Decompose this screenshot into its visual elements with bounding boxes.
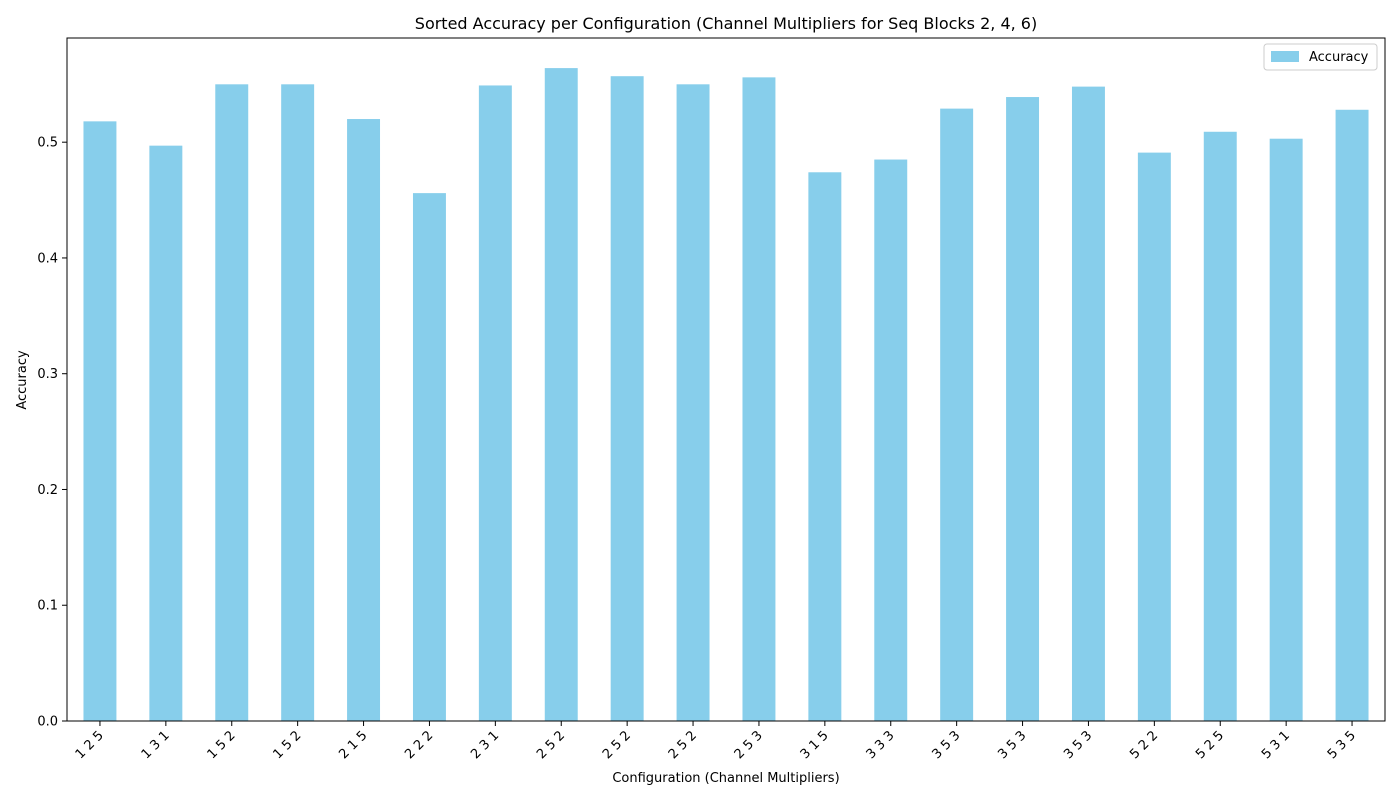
y-tick-label: 0.5 — [37, 136, 58, 151]
bar — [1137, 152, 1171, 722]
plot-frame — [66, 37, 1386, 722]
bar — [676, 84, 710, 721]
x-tick-label: 3 1 5 — [798, 728, 832, 762]
x-tick-label: 2 5 2 — [666, 728, 700, 762]
y-axis-title: Accuracy — [15, 350, 30, 410]
x-tick-label: 1 2 5 — [73, 728, 107, 762]
x-tick-label: 3 5 3 — [929, 728, 963, 762]
bar — [1006, 97, 1040, 722]
y-axis: 0.0 0.1 0.2 0.3 0.4 0.5 — [37, 136, 67, 730]
y-tick-label: 0.4 — [37, 251, 58, 266]
x-tick-label: 5 2 5 — [1193, 728, 1227, 762]
bar — [808, 172, 842, 721]
bar — [1203, 131, 1237, 721]
x-tick-label: 2 5 2 — [600, 728, 634, 762]
bar — [281, 84, 315, 721]
x-tick-label: 3 5 3 — [995, 728, 1029, 762]
x-tick-label: 2 5 3 — [732, 728, 766, 762]
x-tick-label: 2 3 1 — [468, 728, 502, 762]
bar — [347, 119, 381, 721]
x-tick-label: 2 1 5 — [336, 728, 370, 762]
y-tick-label: 0.2 — [37, 483, 58, 498]
bars-group — [83, 68, 1369, 722]
x-tick-label: 1 5 2 — [270, 728, 304, 762]
bar — [1071, 86, 1105, 722]
x-tick-label: 5 3 5 — [1325, 728, 1359, 762]
x-tick-label: 3 5 3 — [1061, 728, 1095, 762]
x-tick-label: 3 3 3 — [864, 728, 898, 762]
bar — [149, 145, 183, 721]
legend-swatch — [1271, 51, 1299, 62]
bar — [1335, 109, 1369, 721]
bar — [1269, 138, 1303, 721]
x-tick-label: 2 2 2 — [402, 728, 436, 762]
bar — [215, 84, 249, 721]
x-tick-label: 5 3 1 — [1259, 728, 1293, 762]
legend: Accuracy — [1263, 43, 1378, 71]
bar — [412, 193, 446, 721]
x-axis: 1 2 5 1 3 1 1 5 2 1 5 2 2 1 5 2 2 2 2 3 1 2 5 2… — [73, 721, 1359, 762]
legend-label: Accuracy — [1309, 50, 1369, 65]
y-tick-label: 0.0 — [37, 715, 58, 730]
bar — [610, 76, 644, 721]
bar — [940, 108, 974, 722]
bar — [83, 121, 117, 722]
bar — [742, 77, 776, 722]
x-tick-label: 5 2 2 — [1127, 728, 1161, 762]
x-tick-label: 2 5 2 — [534, 728, 568, 762]
bar — [544, 68, 578, 722]
chart-title: Sorted Accuracy per Configuration (Chann… — [415, 14, 1037, 33]
y-tick-label: 0.1 — [37, 599, 58, 614]
x-tick-label: 1 3 1 — [139, 728, 173, 762]
legend-box — [1263, 43, 1378, 71]
x-tick-label: 1 5 2 — [205, 728, 239, 762]
bar — [478, 85, 512, 721]
y-tick-label: 0.3 — [37, 367, 58, 382]
x-axis-title: Configuration (Channel Multipliers) — [612, 771, 839, 786]
bar — [874, 159, 908, 722]
